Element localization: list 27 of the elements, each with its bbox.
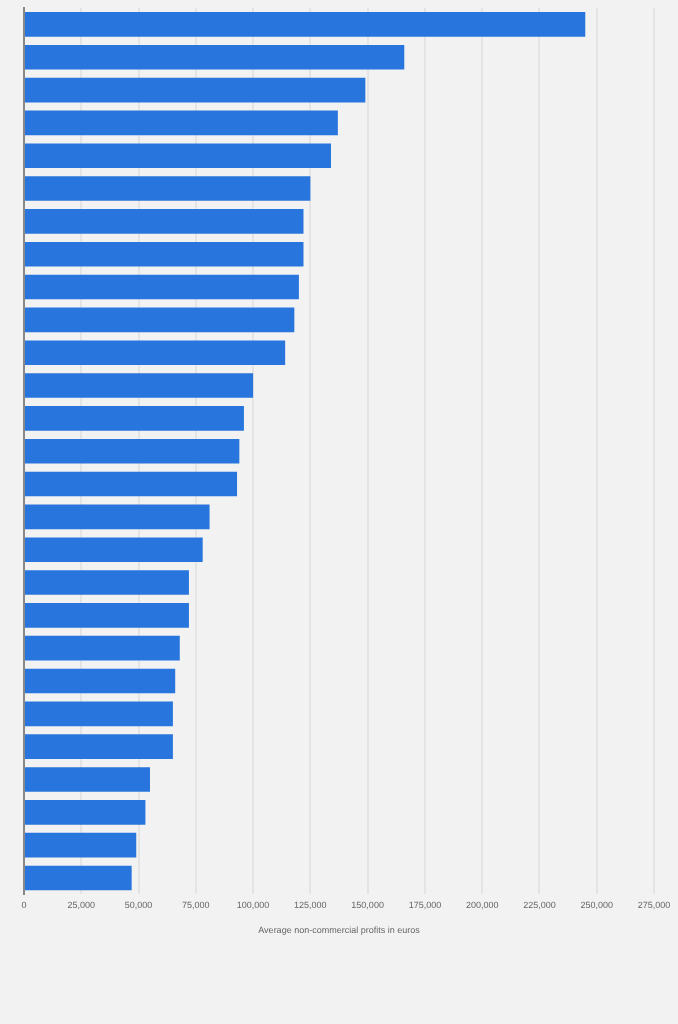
bar bbox=[25, 635, 180, 661]
bar bbox=[25, 603, 189, 628]
bar bbox=[25, 176, 311, 201]
bar bbox=[25, 537, 203, 562]
bar bbox=[25, 406, 244, 431]
bar bbox=[25, 865, 132, 891]
bar bbox=[25, 44, 405, 70]
bar bbox=[25, 143, 331, 169]
bar bbox=[25, 77, 366, 103]
bar bbox=[25, 701, 173, 727]
bar bbox=[25, 504, 210, 530]
bar bbox=[25, 110, 338, 136]
bar bbox=[25, 373, 254, 398]
bar bbox=[25, 734, 173, 759]
bar bbox=[25, 307, 295, 333]
bar bbox=[25, 767, 150, 792]
bar bbox=[25, 274, 299, 300]
bar bbox=[25, 800, 146, 825]
bar bbox=[25, 340, 286, 366]
bar bbox=[25, 12, 586, 37]
bar bbox=[25, 241, 304, 267]
bar bbox=[25, 438, 240, 464]
bar bbox=[25, 832, 137, 858]
bar bbox=[25, 668, 176, 694]
bar bbox=[25, 209, 304, 234]
bar bbox=[25, 570, 189, 595]
bar bbox=[25, 471, 238, 497]
